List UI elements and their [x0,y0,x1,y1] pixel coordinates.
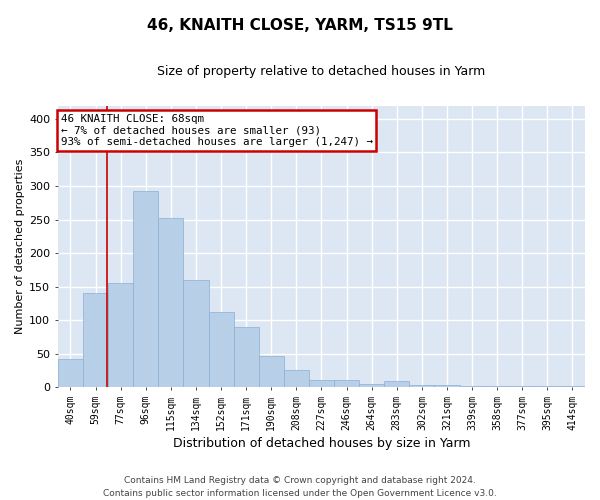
Y-axis label: Number of detached properties: Number of detached properties [15,158,25,334]
Bar [460,386,485,387]
Bar [209,312,233,387]
Bar [309,380,334,387]
Text: 46, KNAITH CLOSE, YARM, TS15 9TL: 46, KNAITH CLOSE, YARM, TS15 9TL [147,18,453,32]
Bar [259,356,284,387]
Bar [233,327,259,387]
Bar [334,380,359,387]
X-axis label: Distribution of detached houses by size in Yarm: Distribution of detached houses by size … [173,437,470,450]
Bar [485,386,510,387]
Bar [158,218,184,387]
Bar [510,386,535,387]
Text: Contains HM Land Registry data © Crown copyright and database right 2024.
Contai: Contains HM Land Registry data © Crown c… [103,476,497,498]
Bar [409,385,434,387]
Bar [184,280,209,387]
Bar [108,283,133,387]
Bar [83,294,108,387]
Bar [434,385,460,387]
Bar [58,359,83,387]
Bar [535,386,560,387]
Text: 46 KNAITH CLOSE: 68sqm
← 7% of detached houses are smaller (93)
93% of semi-deta: 46 KNAITH CLOSE: 68sqm ← 7% of detached … [61,114,373,147]
Bar [560,386,585,387]
Bar [359,384,384,387]
Bar [133,190,158,387]
Bar [284,370,309,387]
Bar [384,381,409,387]
Title: Size of property relative to detached houses in Yarm: Size of property relative to detached ho… [157,65,485,78]
